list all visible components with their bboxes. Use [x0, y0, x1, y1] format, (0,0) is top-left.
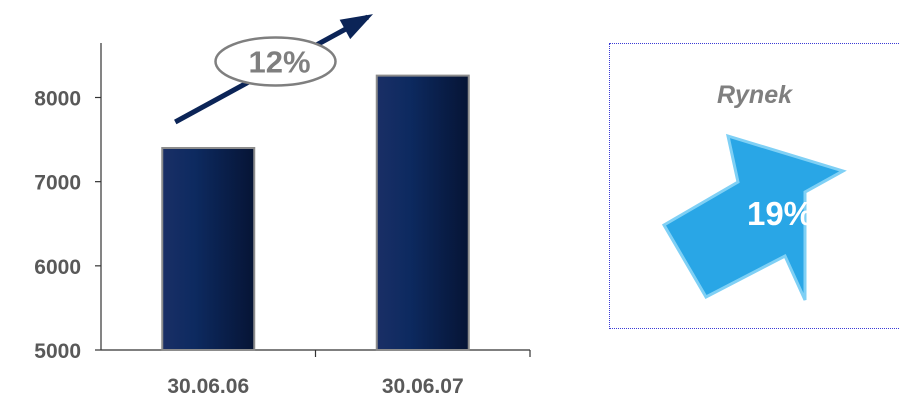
growth-label: 12%: [248, 45, 310, 80]
market-growth-arrow-icon: [661, 133, 847, 301]
x-tick-label: 30.06.06: [167, 375, 249, 398]
bar: [375, 74, 470, 351]
y-tick-label: 7000: [34, 172, 81, 195]
bars: [161, 74, 470, 351]
market-growth-value: 19%: [747, 195, 813, 232]
y-tick-label: 6000: [34, 256, 81, 279]
x-tick-label: 30.06.07: [382, 375, 464, 398]
market-title: Rynek: [716, 81, 793, 109]
bar: [161, 147, 256, 351]
growth-ellipse: [214, 36, 337, 87]
y-tick-label: 5000: [34, 340, 81, 363]
y-tick-label: 8000: [34, 88, 81, 111]
axes: 5000 6000 7000 8000 30.06.06 30.06.07: [34, 43, 531, 398]
growth-arrow-head-icon: [339, 14, 374, 40]
market-panel: Rynek 19%: [609, 43, 899, 329]
growth-annotation: 12%: [174, 14, 374, 125]
bar-chart: 5000 6000 7000 8000 30.06.06 30.06.07 12%: [34, 14, 531, 398]
